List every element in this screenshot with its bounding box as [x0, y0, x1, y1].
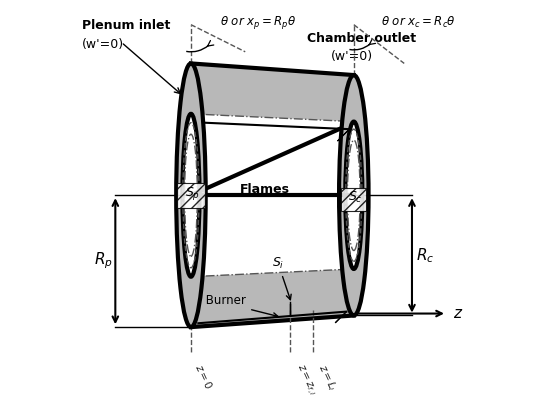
Text: $z$: $z$ [453, 306, 463, 321]
Text: $R_p$: $R_p$ [95, 251, 113, 271]
Text: $R_c$: $R_c$ [416, 246, 434, 265]
Text: $z=L_i$: $z=L_i$ [315, 362, 339, 393]
Text: $\theta$ or $x_p = R_p\theta$: $\theta$ or $x_p = R_p\theta$ [220, 14, 296, 31]
Text: $\theta$ or $x_c = R_c\theta$: $\theta$ or $x_c = R_c\theta$ [381, 15, 456, 30]
Ellipse shape [183, 114, 199, 277]
Text: Flames: Flames [240, 183, 289, 196]
Polygon shape [337, 129, 350, 141]
Text: $z=z_{f,i}$: $z=z_{f,i}$ [292, 362, 318, 398]
Ellipse shape [345, 122, 362, 269]
Bar [341, 188, 366, 211]
Text: $z=0$: $z=0$ [193, 362, 215, 391]
Text: $S_i$: $S_i$ [272, 256, 291, 300]
Polygon shape [191, 114, 354, 277]
Ellipse shape [176, 64, 206, 327]
Ellipse shape [339, 75, 368, 315]
Text: i-th Burner: i-th Burner [182, 294, 278, 318]
Polygon shape [335, 311, 346, 323]
Polygon shape [191, 64, 354, 327]
Text: (w'=0): (w'=0) [331, 50, 373, 63]
Text: $S_p$: $S_p$ [185, 185, 200, 202]
Bar [177, 183, 205, 208]
Text: $S_c$: $S_c$ [347, 190, 362, 205]
Polygon shape [338, 195, 350, 207]
Text: Chamber outlet: Chamber outlet [307, 32, 416, 45]
Text: (w'=0): (w'=0) [82, 38, 125, 51]
Text: Plenum inlet: Plenum inlet [82, 19, 171, 32]
